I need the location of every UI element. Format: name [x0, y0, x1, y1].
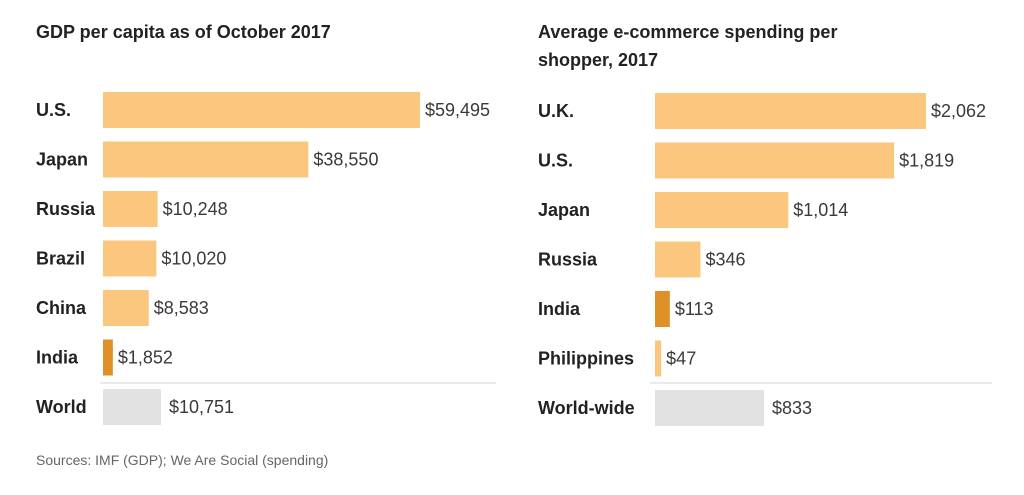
- bar-world: [103, 389, 161, 425]
- bar-india: [103, 339, 113, 376]
- category-label: India: [36, 348, 79, 368]
- reference-category-label: World: [36, 397, 87, 417]
- category-label: Japan: [36, 150, 88, 170]
- value-label: $1,819: [899, 151, 954, 171]
- bar-brazil: [103, 240, 157, 277]
- category-label: Russia: [36, 199, 96, 219]
- bar-japan: [655, 192, 789, 228]
- bar-u-s: [103, 92, 420, 128]
- bar-india: [655, 291, 670, 327]
- bar-russia: [103, 191, 158, 227]
- chart-title-ecommerce: Average e-commerce spending per shopper,…: [538, 22, 838, 70]
- bar-japan: [103, 141, 309, 178]
- category-label: India: [538, 299, 581, 319]
- category-label: Japan: [538, 200, 590, 220]
- bar-u-k: [655, 93, 926, 129]
- reference-category-label: World-wide: [538, 398, 635, 418]
- source-note: Sources: IMF (GDP); We Are Social (spend…: [36, 452, 329, 468]
- value-label: $47: [666, 349, 696, 369]
- bar-philippines: [655, 340, 662, 377]
- bar-world-wide: [655, 390, 764, 426]
- bar-u-s: [655, 142, 895, 179]
- reference-value-label: $10,751: [169, 397, 234, 417]
- bar-china: [103, 290, 149, 326]
- category-label: U.S.: [36, 100, 71, 120]
- chart-title-gdp: GDP per capita as of October 2017: [36, 22, 331, 42]
- category-label: Russia: [538, 250, 598, 270]
- bar-russia: [655, 241, 701, 278]
- category-label: U.K.: [538, 101, 574, 121]
- category-label: Brazil: [36, 249, 85, 269]
- value-label: $113: [675, 299, 714, 319]
- category-label: Philippines: [538, 349, 634, 369]
- value-label: $346: [705, 250, 745, 270]
- value-label: $8,583: [154, 298, 209, 318]
- category-label: U.S.: [538, 151, 573, 171]
- value-label: $2,062: [931, 101, 986, 121]
- value-label: $10,248: [163, 199, 228, 219]
- value-label: $1,852: [118, 348, 173, 368]
- value-label: $1,014: [793, 200, 848, 220]
- category-label: China: [36, 298, 87, 318]
- value-label: $38,550: [313, 150, 378, 170]
- value-label: $59,495: [425, 100, 490, 120]
- value-label: $10,020: [161, 249, 226, 269]
- reference-value-label: $833: [772, 398, 812, 418]
